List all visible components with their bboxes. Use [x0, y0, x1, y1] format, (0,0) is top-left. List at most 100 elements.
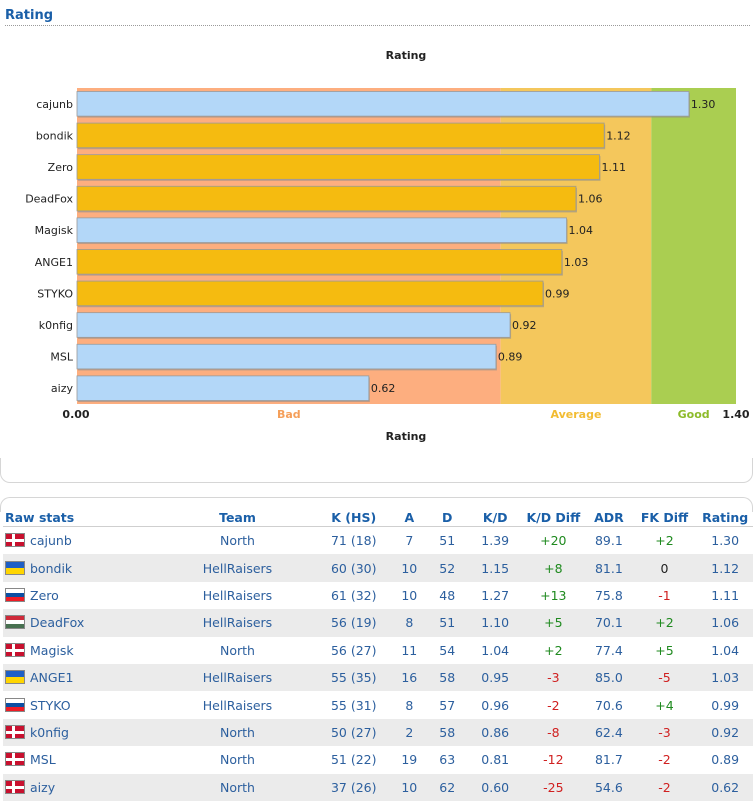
team-cell[interactable]: HellRaisers	[202, 587, 273, 603]
denmark-flag-icon	[5, 724, 25, 739]
bar-magisk[interactable]	[76, 217, 567, 243]
kd-cell: 0.60	[469, 773, 521, 801]
category-label: aizy	[51, 382, 74, 395]
kd-cell: 1.39	[481, 533, 510, 549]
player-link[interactable]: bondik	[30, 560, 73, 576]
zone-good	[651, 88, 736, 404]
category-label: k0nfig	[39, 319, 73, 332]
raw-stats-title[interactable]: Raw stats	[3, 508, 162, 527]
zone-label-average: Average	[550, 408, 601, 421]
player-link[interactable]: cajunb	[30, 533, 72, 549]
value-label: 0.92	[512, 319, 537, 332]
zone-label-bad: Bad	[277, 408, 301, 421]
category-label: Zero	[48, 161, 74, 174]
kd-diff-cell: -2	[547, 697, 560, 713]
slovakia-flag-icon	[5, 587, 25, 602]
a-cell: 7	[405, 533, 414, 549]
player-cell: cajunb	[3, 527, 162, 555]
denmark-flag-icon	[5, 752, 25, 767]
table-row: MSL North 51 (22) 19 63 0.81 -12 81.7 -2 0.89	[3, 746, 753, 773]
player-link[interactable]: STYKO	[30, 697, 71, 713]
adr-cell: 81.1	[586, 554, 632, 582]
raw-stats-table: Raw stats Team K (HS) A D K/D K/D Diff A…	[3, 508, 753, 801]
k-hs-cell: 56 (19)	[313, 609, 395, 637]
team-cell[interactable]: HellRaisers	[202, 697, 273, 713]
denmark-flag-icon	[5, 642, 25, 657]
category-label: cajunb	[36, 98, 73, 111]
bar-msl[interactable]	[76, 343, 497, 370]
kd-diff-cell: -3	[520, 663, 587, 692]
col-k-hs[interactable]: K (HS)	[313, 508, 395, 527]
bar-ange1[interactable]	[76, 249, 563, 275]
bar-styko[interactable]	[76, 280, 544, 307]
fk-diff-cell: -5	[631, 663, 698, 692]
table-row: ANGE1 HellRaisers 55 (35) 16 58 0.95 -3 85.0 -5 1…	[3, 663, 753, 692]
player-link[interactable]: aizy	[30, 779, 56, 795]
team-cell[interactable]: North	[220, 752, 255, 768]
bar-zero[interactable]	[76, 154, 600, 180]
team-cell[interactable]: HellRaisers	[161, 663, 314, 692]
adr-cell: 77.4	[594, 642, 623, 658]
player-cell: Zero	[3, 582, 162, 609]
team-cell[interactable]: HellRaisers	[161, 554, 314, 582]
bar-k0nfig[interactable]	[76, 312, 511, 338]
k-hs-cell: 51 (22)	[330, 752, 377, 768]
d-cell: 51	[439, 533, 456, 549]
player-cell: bondik	[3, 554, 162, 582]
team-cell[interactable]: North	[161, 773, 314, 801]
player-link[interactable]: k0nfig	[30, 724, 69, 740]
table-row: aizy North 37 (26) 10 62 0.60 -25 54.6 -2 0.62	[3, 773, 753, 801]
bar-deadfox[interactable]	[76, 185, 577, 212]
fk-diff-cell: -2	[631, 773, 698, 801]
player-link[interactable]: DeadFox	[30, 615, 85, 631]
a-cell: 2	[394, 718, 425, 747]
col-a[interactable]: A	[394, 508, 425, 527]
k-hs-cell: 55 (35)	[313, 663, 395, 692]
player-cell: aizy	[3, 773, 162, 801]
table-row: k0nfig North 50 (27) 2 58 0.86 -8 62.4 -3 0.92	[3, 718, 753, 747]
col-rating[interactable]: Rating	[697, 508, 753, 527]
table-row: DeadFox HellRaisers 56 (19) 8 51 1.10 +5 70.1 +2…	[3, 609, 753, 637]
bar-bondik[interactable]	[76, 122, 605, 149]
a-cell: 19	[401, 752, 418, 768]
team-cell[interactable]: North	[220, 533, 255, 549]
team-cell[interactable]: North	[161, 718, 314, 747]
team-cell[interactable]: North	[220, 642, 255, 658]
player-link[interactable]: MSL	[30, 752, 56, 768]
value-label: 1.30	[691, 98, 716, 111]
kd-diff-cell: -12	[543, 752, 564, 768]
rating-chart: Rating Bad Average Good cajunb 1.30 bondik 1.…	[0, 30, 752, 470]
adr-cell: 62.4	[586, 718, 632, 747]
player-cell: k0nfig	[3, 718, 162, 747]
player-link[interactable]: Zero	[30, 587, 59, 603]
kd-diff-cell: +5	[520, 609, 587, 637]
kd-diff-cell: -8	[520, 718, 587, 747]
col-kd[interactable]: K/D	[469, 508, 521, 527]
value-label: 1.03	[564, 256, 589, 269]
team-cell[interactable]: HellRaisers	[161, 609, 314, 637]
rating-chart-svg: Rating Bad Average Good cajunb 1.30 bondik 1.…	[25, 49, 750, 443]
k-hs-cell: 55 (31)	[330, 697, 377, 713]
player-link[interactable]: Magisk	[30, 642, 74, 658]
col-fk-diff[interactable]: FK Diff	[631, 508, 698, 527]
kd-cell: 0.86	[469, 718, 521, 747]
col-d[interactable]: D	[424, 508, 470, 527]
bar-cajunb[interactable]	[76, 91, 690, 117]
col-adr[interactable]: ADR	[586, 508, 632, 527]
rating-section-title[interactable]: Rating	[5, 8, 54, 23]
stats-header-row: Raw stats Team K (HS) A D K/D K/D Diff A…	[3, 508, 753, 527]
x-axis-min-tick: 0.00	[62, 408, 89, 421]
title-divider	[5, 25, 750, 26]
player-cell: STYKO	[3, 691, 162, 718]
kd-diff-cell: +2	[544, 642, 563, 658]
kd-cell: 0.96	[481, 697, 510, 713]
fk-diff-cell: +4	[655, 697, 674, 713]
k-hs-cell: 61 (32)	[330, 587, 377, 603]
value-label: 1.04	[569, 224, 594, 237]
col-team[interactable]: Team	[161, 508, 314, 527]
bar-aizy[interactable]	[76, 375, 370, 401]
hungary-flag-icon	[5, 615, 25, 630]
col-kd-diff[interactable]: K/D Diff	[520, 508, 587, 527]
player-link[interactable]: ANGE1	[30, 670, 74, 686]
adr-cell: 81.7	[594, 752, 623, 768]
